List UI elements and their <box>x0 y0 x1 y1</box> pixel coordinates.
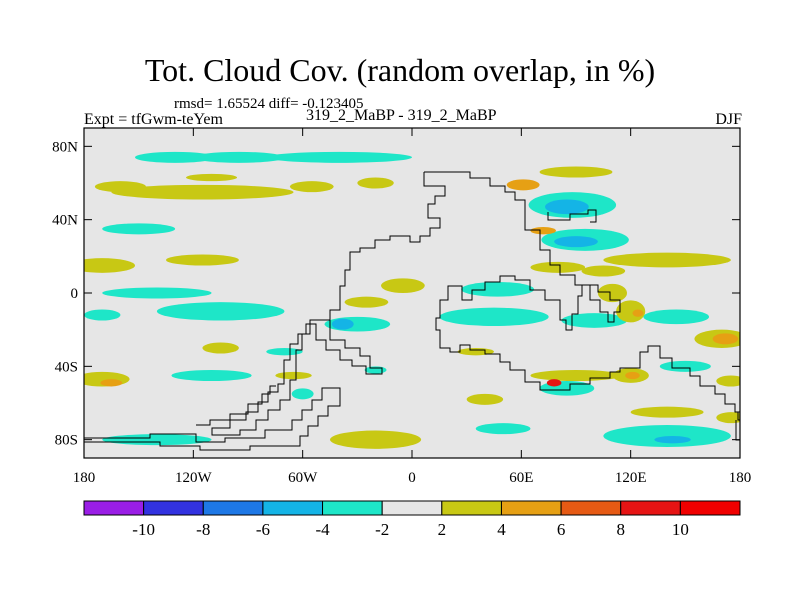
anomaly-region-33 <box>616 300 646 323</box>
anomaly-region-60 <box>291 388 314 400</box>
anomaly-region-18 <box>166 254 239 266</box>
coastline-south-america <box>211 319 383 436</box>
coastline-island <box>547 209 597 223</box>
anomaly-region-52 <box>716 375 740 387</box>
y-axis: 80N 40N 0 40S 80S <box>52 139 740 449</box>
colorbar-label: 6 <box>557 520 566 539</box>
anomaly-region-1 <box>193 151 285 163</box>
anomaly-region-58 <box>654 436 691 444</box>
anomaly-region-6 <box>289 181 334 193</box>
season-label: DJF <box>715 111 742 128</box>
colorbar-box <box>381 500 443 516</box>
x-tick-label: 180 <box>73 470 96 486</box>
anomaly-region-38 <box>100 379 123 387</box>
colorbar-box <box>143 500 204 516</box>
anomaly-region-41 <box>266 348 303 356</box>
anomaly-region-53 <box>716 412 740 424</box>
y-tick-label: 40N <box>52 213 78 229</box>
colorbar-box <box>620 500 681 516</box>
colorbar-label: 4 <box>497 520 506 539</box>
anomaly-region-27 <box>439 307 549 327</box>
colorbar-box <box>262 500 324 516</box>
anomaly-region-24 <box>381 278 425 293</box>
anomaly-region-2 <box>266 151 412 163</box>
colorbar-box <box>202 500 264 516</box>
anomaly-region-15 <box>530 227 556 235</box>
colorbar-label: -2 <box>375 520 389 539</box>
anomaly-region-14 <box>603 252 731 268</box>
y-tick-label: 80S <box>55 433 78 449</box>
colorbar-box <box>441 500 502 516</box>
case-label: 319_2_MaBP - 319_2_MaBP <box>306 107 497 124</box>
colorbar-label: 2 <box>438 520 447 539</box>
anomaly-region-30 <box>561 313 628 328</box>
x-tick-label: 180 <box>729 470 752 486</box>
anomaly-region-13 <box>554 236 598 248</box>
anomaly-region-21 <box>84 309 121 321</box>
x-tick-label: 0 <box>408 470 416 486</box>
anomaly-field <box>84 151 740 449</box>
y-tick-label: 0 <box>71 286 79 302</box>
anomaly-region-34 <box>632 309 644 317</box>
anomaly-region-5 <box>186 173 238 182</box>
y-tick-label: 80N <box>52 139 78 155</box>
anomaly-region-11 <box>545 199 589 215</box>
colorbar-label: -10 <box>132 520 155 539</box>
anomaly-region-28 <box>530 261 586 273</box>
anomaly-region-32 <box>597 283 628 303</box>
coastline <box>84 171 740 451</box>
anomaly-region-19 <box>102 287 212 299</box>
anomaly-region-7 <box>357 177 394 189</box>
chart-title: Tot. Cloud Cov. (random overlap, in %) <box>144 52 656 88</box>
anomaly-region-16 <box>102 223 176 235</box>
coastline-antarctica <box>84 387 341 451</box>
anomaly-region-26 <box>461 282 535 297</box>
coastline-eurasia-africa <box>424 171 740 413</box>
x-axis: 180 120W 60W 0 60E 120E 180 <box>73 128 752 486</box>
colorbar-box <box>560 500 622 516</box>
anomaly-region-54 <box>630 406 704 418</box>
anomaly-region-20 <box>156 302 285 321</box>
anomaly-region-23 <box>331 318 354 330</box>
colorbar-label: -4 <box>315 520 330 539</box>
x-tick-label: 120E <box>615 470 647 486</box>
anomaly-region-40 <box>202 342 239 354</box>
x-tick-label: 60E <box>509 470 533 486</box>
anomaly-region-39 <box>171 370 252 381</box>
colorbar-label: -8 <box>196 520 210 539</box>
anomaly-region-57 <box>603 425 731 447</box>
anomaly-region-45 <box>466 393 504 405</box>
colorbar-box <box>500 500 562 516</box>
coastline-antarctic-inner <box>196 385 276 426</box>
colorbar-box <box>322 500 383 516</box>
anomaly-region-50 <box>625 371 640 380</box>
anomaly-region-25 <box>344 296 389 308</box>
colorbar-label: 8 <box>616 520 625 539</box>
colorbar-label: 10 <box>672 520 689 539</box>
coastline-north <box>325 172 446 321</box>
anomaly-region-48 <box>546 379 562 387</box>
colorbar-box <box>83 500 145 516</box>
colorbar-label: -6 <box>256 520 270 539</box>
x-tick-label: 60W <box>288 470 318 486</box>
anomaly-region-9 <box>506 179 540 191</box>
anomaly-region-17 <box>84 258 136 273</box>
anomaly-region-55 <box>330 430 422 449</box>
anomaly-region-59 <box>475 423 531 435</box>
anomaly-region-29 <box>581 265 626 277</box>
anomaly-region-8 <box>539 166 613 178</box>
stats-label: rmsd= 1.65524 diff= -0.123405 <box>174 96 364 112</box>
anomaly-region-36 <box>712 333 739 345</box>
anomaly-region-0 <box>135 151 216 163</box>
x-tick-label: 120W <box>175 470 213 486</box>
colorbar-box <box>679 500 741 516</box>
anomaly-region-51 <box>659 360 711 372</box>
anomaly-region-31 <box>643 309 710 325</box>
y-tick-label: 40S <box>55 359 78 375</box>
anomaly-region-4 <box>111 184 294 200</box>
experiment-label: Expt = tfGwm-teYem <box>84 111 223 128</box>
